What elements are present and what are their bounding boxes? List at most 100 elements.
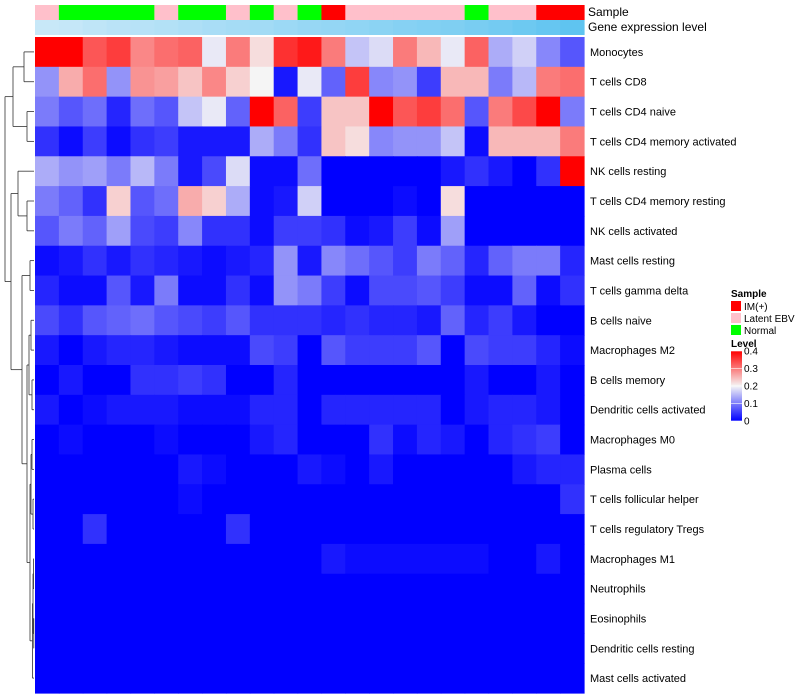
heatmap-cell <box>58 365 84 396</box>
heatmap-cell <box>393 365 418 396</box>
heatmap-cell <box>512 663 537 694</box>
heatmap-cell <box>369 454 394 485</box>
heatmap-cell <box>416 633 442 664</box>
heatmap-cell <box>345 365 370 396</box>
gene-expression-annotation-cell <box>321 20 346 35</box>
heatmap-cell <box>106 96 132 128</box>
heatmap-cell <box>345 394 370 426</box>
heatmap-cell <box>393 514 418 545</box>
heatmap-cell <box>464 663 490 694</box>
heatmap-cell <box>273 454 299 485</box>
gene-expression-annotation-cell <box>154 20 179 35</box>
heatmap-cell <box>440 275 466 306</box>
heatmap-cell <box>178 663 203 694</box>
heatmap-cell <box>369 305 394 336</box>
heatmap-cell <box>273 126 299 157</box>
heatmap-cell <box>345 663 370 694</box>
heatmap-cell <box>536 394 561 426</box>
gene-expression-annotation-cell <box>82 20 108 35</box>
heatmap-cell <box>297 633 323 664</box>
heatmap-cell <box>488 454 513 485</box>
heatmap-cell <box>106 454 132 485</box>
heatmap-cell <box>393 305 418 336</box>
heatmap-cell <box>345 215 370 247</box>
heatmap-cell <box>249 663 275 694</box>
heatmap-cell <box>178 37 203 68</box>
heatmap-cell <box>488 96 513 128</box>
heatmap-cell <box>130 66 155 98</box>
heatmap-cell <box>178 543 203 575</box>
heatmap-cell <box>560 186 585 217</box>
heatmap-cell <box>416 365 442 396</box>
heatmap-cell <box>154 126 179 157</box>
sample-annotation-cell <box>178 5 203 20</box>
heatmap-cell <box>369 126 394 157</box>
heatmap-cell <box>178 365 203 396</box>
heatmap-cell <box>202 156 227 187</box>
heatmap-cell <box>106 245 132 277</box>
heatmap-cell <box>416 245 442 277</box>
heatmap-cell <box>249 186 275 217</box>
heatmap-cell <box>249 603 275 634</box>
heatmap-cell <box>225 454 251 485</box>
heatmap-cell <box>225 66 251 98</box>
heatmap-cell <box>536 603 561 634</box>
heatmap-cell <box>321 365 346 396</box>
heatmap-cell <box>154 514 179 545</box>
heatmap-cell <box>321 186 346 217</box>
heatmap-cell <box>321 603 346 634</box>
heatmap-cell <box>560 454 585 485</box>
heatmap-cell <box>345 573 370 605</box>
heatmap-cell <box>369 245 394 277</box>
heatmap-cell <box>536 156 561 187</box>
heatmap-cell <box>464 37 490 68</box>
heatmap-cell <box>225 633 251 664</box>
heatmap-cell <box>58 514 84 545</box>
heatmap-cell <box>369 543 394 575</box>
heatmap-cell <box>297 215 323 247</box>
heatmap-cell <box>345 66 370 98</box>
heatmap-cell <box>202 126 227 157</box>
row-label: Plasma cells <box>590 464 652 476</box>
heatmap-cell <box>369 633 394 664</box>
heatmap-cell <box>178 484 203 515</box>
heatmap-cell <box>82 96 108 128</box>
heatmap-cell <box>130 215 155 247</box>
row-label: Macrophages M1 <box>590 554 675 566</box>
heatmap-cell <box>225 96 251 128</box>
heatmap-cell <box>249 96 275 128</box>
heatmap-cell <box>464 335 490 366</box>
gene-expression-annotation-cell <box>35 20 60 35</box>
heatmap-cell <box>369 514 394 545</box>
heatmap-cell <box>488 573 513 605</box>
heatmap-cell <box>82 335 108 366</box>
heatmap-cell <box>82 424 108 456</box>
heatmap-cell <box>106 484 132 515</box>
sample-legend-label: Latent EBV <box>744 314 795 325</box>
heatmap-cell <box>154 335 179 366</box>
heatmap-cell <box>321 573 346 605</box>
heatmap-cell <box>416 603 442 634</box>
heatmap-cell <box>536 484 561 515</box>
row-label: Monocytes <box>590 47 644 59</box>
heatmap-cell <box>154 186 179 217</box>
heatmap-cell <box>512 394 537 426</box>
heatmap-cell <box>202 424 227 456</box>
heatmap-cell <box>178 335 203 366</box>
heatmap-cell <box>35 663 60 694</box>
heatmap-cell <box>225 484 251 515</box>
heatmap-cell <box>154 215 179 247</box>
heatmap-cell <box>369 603 394 634</box>
heatmap-cell <box>297 37 323 68</box>
heatmap-cell <box>440 66 466 98</box>
heatmap-cell <box>345 245 370 277</box>
heatmap-cell <box>464 603 490 634</box>
heatmap-cell <box>440 365 466 396</box>
gene-expression-annotation-cell <box>202 20 227 35</box>
heatmap-cell <box>560 573 585 605</box>
heatmap-cell <box>130 514 155 545</box>
heatmap-cell <box>273 215 299 247</box>
heatmap-cell <box>58 186 84 217</box>
heatmap-cell <box>202 603 227 634</box>
